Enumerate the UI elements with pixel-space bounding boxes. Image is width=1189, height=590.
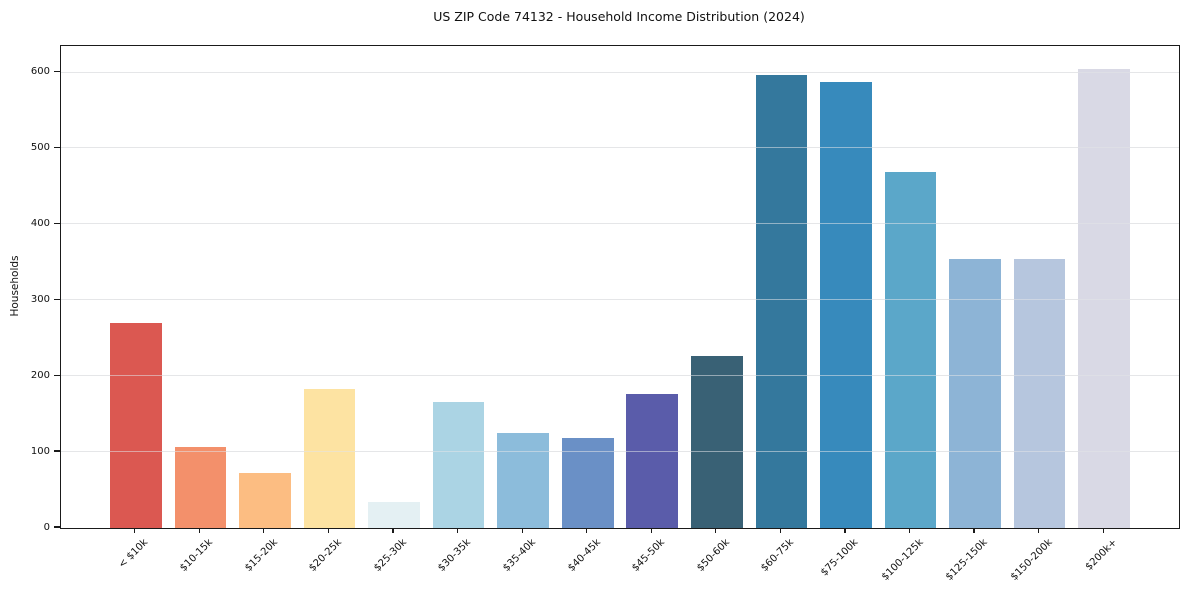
x-tick-mark-$125-150k [973, 527, 975, 533]
bar-$60-75k [755, 74, 808, 528]
y-tick-label-200: 200 [30, 369, 50, 381]
plot-area [60, 45, 1180, 529]
x-tick-label-$125-150k: $125-150k [943, 537, 990, 583]
x-tick-label-$40-45k: $40-45k [565, 537, 603, 574]
x-tick-label-$20-25k: $20-25k [307, 537, 345, 574]
x-tick-mark-$25-30k [392, 527, 394, 533]
bar-$125-150k [949, 258, 1001, 528]
x-tick-label-$150-200k: $150-200k [1008, 537, 1055, 583]
gridline-y600 [61, 71, 1179, 73]
bar-$75-100k [820, 82, 872, 528]
x-tick-label-$10-15k: $10-15k [178, 537, 216, 574]
gridline-y400 [61, 223, 1179, 225]
x-tick-mark-$150-200k [1038, 527, 1040, 533]
x-tick-mark-$200k+ [1102, 527, 1104, 533]
y-tick-mark-400 [54, 222, 60, 224]
y-tick-mark-300 [54, 298, 60, 300]
y-tick-mark-200 [54, 374, 60, 376]
x-tick-mark-$35-40k [521, 527, 523, 533]
x-tick-mark-$45-50k [650, 527, 652, 533]
x-tick-mark-< $10k [134, 527, 136, 533]
chart-title: US ZIP Code 74132 - Household Income Dis… [433, 9, 805, 24]
y-tick-label-500: 500 [30, 141, 50, 153]
x-tick-label-< $10k: < $10k [117, 537, 151, 571]
x-tick-label-$75-100k: $75-100k [819, 537, 861, 579]
y-tick-label-300: 300 [30, 293, 50, 305]
x-tick-mark-$50-60k [715, 527, 717, 533]
x-tick-mark-$100-125k [908, 527, 911, 533]
x-tick-label-$30-35k: $30-35k [436, 537, 474, 574]
x-tick-label-$100-125k: $100-125k [879, 537, 926, 583]
bar-$150-200k [1013, 258, 1066, 528]
x-tick-label-$15-20k: $15-20k [242, 537, 280, 574]
y-tick-mark-0 [54, 526, 60, 528]
x-tick-label-$60-75k: $60-75k [759, 537, 797, 574]
bar-$45-50k [626, 394, 679, 528]
x-tick-mark-$15-20k [263, 527, 265, 533]
x-tick-mark-$10-15k [198, 527, 200, 533]
y-axis-label: Households [9, 255, 21, 317]
y-tick-mark-500 [54, 146, 60, 149]
y-tick-mark-100 [54, 450, 60, 452]
bar-$40-45k [561, 438, 614, 528]
gridline-y100 [61, 451, 1179, 453]
bar-$100-125k [884, 172, 937, 528]
bar-$50-60k [691, 355, 743, 528]
bar-$35-40k [497, 433, 549, 528]
x-tick-mark-$20-25k [327, 527, 330, 533]
x-tick-mark-$40-45k [586, 527, 588, 533]
gridline-y200 [61, 375, 1179, 377]
bar-$15-20k [239, 473, 291, 528]
bar-$20-25k [303, 389, 356, 528]
gridline-y500 [61, 147, 1179, 149]
bar-< $10k [109, 323, 162, 528]
x-tick-mark-$75-100k [844, 527, 846, 533]
x-tick-label-$200k+: $200k+ [1083, 537, 1119, 573]
y-tick-mark-600 [54, 70, 60, 73]
x-tick-mark-$60-75k [779, 527, 781, 533]
y-tick-label-600: 600 [30, 66, 50, 78]
bar-$10-15k [174, 446, 227, 528]
bar-$30-35k [432, 402, 485, 528]
y-tick-label-0: 0 [43, 521, 50, 533]
gridline-y300 [61, 299, 1179, 301]
x-tick-mark-$30-35k [456, 527, 459, 533]
y-tick-label-100: 100 [30, 445, 50, 457]
x-tick-label-$25-30k: $25-30k [371, 537, 409, 574]
x-tick-label-$50-60k: $50-60k [694, 537, 732, 574]
x-tick-label-$35-40k: $35-40k [501, 537, 538, 574]
y-tick-label-400: 400 [30, 217, 50, 229]
x-tick-label-$45-50k: $45-50k [630, 537, 668, 574]
bar-$25-30k [368, 502, 420, 528]
